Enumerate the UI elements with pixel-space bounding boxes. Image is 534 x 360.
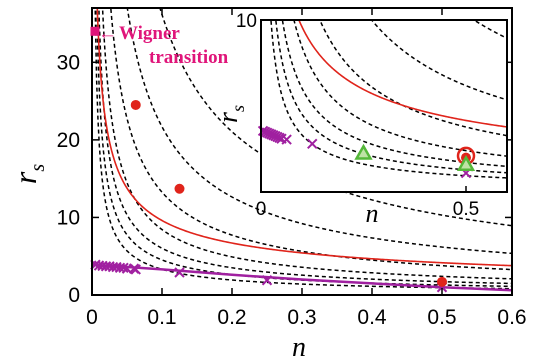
inset-xlabel: n [366,199,379,228]
dashed-curve-6 [159,8,512,227]
inset-markers [257,125,476,179]
purple-line [92,263,512,292]
y-tick-label: 0 [68,284,80,307]
svg-text:rs: rs [213,105,248,123]
x-tick-label: 0.4 [357,306,387,329]
y-tick-label: 10 [57,206,80,229]
inset-y-tick-label: 10 [236,11,257,32]
wigner-label-line2: transition [149,47,229,68]
x-tick-label: 0.1 [147,306,176,329]
wigner-annotation: ← Wigner transition [90,23,229,68]
inset-dashed-curve-4 [319,20,507,137]
triangle-marker [354,143,373,160]
red-dot [174,183,185,194]
main-xlabel: n [292,332,306,360]
inset-ticks: 0 0.5 10 [236,11,479,220]
x-marker [174,267,185,278]
inset-ylabel-r: r [213,112,244,123]
inset-ylabel: rs [213,105,248,123]
inset-dashed-curve-3 [293,20,507,157]
triangle-marker [456,154,476,171]
svg-text:rs: rs [7,164,49,184]
red-curve [96,8,512,267]
x-marker [261,275,273,286]
x-marker [118,262,129,274]
red-dot [130,99,141,110]
x-tick-label: 0.5 [427,306,456,329]
x-marker [130,264,141,275]
x-marker [281,134,292,145]
y-tick-label: 30 [57,51,80,74]
red-dot [437,276,447,287]
main-ticks: 0 0.1 0.2 0.3 0.4 0.5 0.6 0 10 20 30 [57,8,527,329]
main-ylabel: rs [7,164,49,184]
x-marker [307,138,318,150]
main-ylabel-sub: s [27,164,49,172]
y-tick-label: 20 [57,129,80,152]
inset-red-curve [298,20,507,128]
x-tick-label: 0 [86,306,98,329]
main-markers [90,99,448,293]
inset-ylabel-sub: s [228,105,248,112]
x-tick-label: 0.6 [497,306,526,329]
wigner-arrow: ← [98,23,117,44]
x-tick-label: 0.2 [217,306,246,329]
wigner-label-line1: Wigner [119,23,180,44]
inset-x-tick-label: 0.5 [453,199,479,220]
dashed-curve-5 [126,8,512,255]
wigner-marker [90,26,100,36]
x-tick-label: 0.3 [287,306,316,329]
inset-dashed-curve-0 [270,20,507,179]
inset-x-tick-label: 0 [256,199,267,220]
inset-axes-frame [260,19,508,193]
dashed-curve-3 [101,8,512,280]
main-ylabel-r: r [7,171,43,184]
